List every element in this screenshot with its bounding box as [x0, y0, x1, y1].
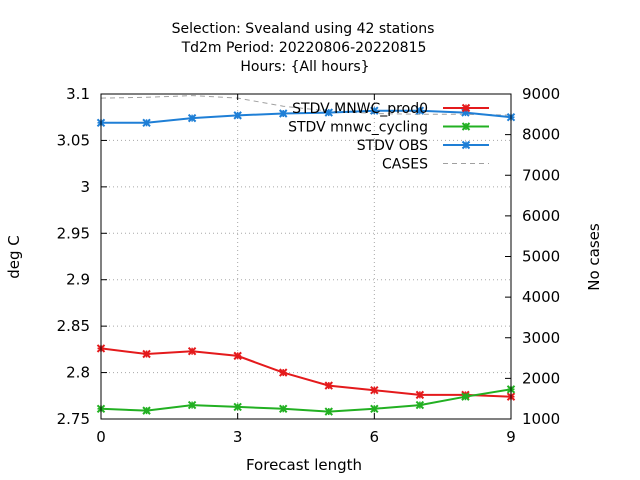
data-point: [324, 381, 333, 390]
data-point: [142, 406, 151, 415]
data-point: [187, 347, 197, 356]
x-tick-label: 3: [233, 428, 243, 446]
data-point: [187, 113, 197, 123]
y2-tick-label: 2000: [522, 369, 560, 387]
x-tick-label: 9: [506, 428, 516, 446]
x-tick-label: 6: [370, 428, 380, 446]
data-point: [370, 404, 379, 413]
y-tick-label: 2.8: [66, 364, 90, 382]
y2-tick-label: 7000: [522, 166, 560, 184]
data-point: [233, 402, 242, 412]
y-tick-label: 2.9: [66, 271, 90, 289]
legend-entry: STDV MNWC_prod0: [292, 101, 489, 117]
data-point: [370, 106, 379, 115]
ticks: 0 3 6 9 2.75 2.8 2.85 2.9 2.95 3 3.05 3.1 1000 2000 30…: [57, 85, 561, 446]
data-point: [187, 400, 197, 410]
data-point: [279, 368, 288, 377]
series-layer: [96, 95, 516, 416]
legend-entry: CASES: [382, 157, 489, 173]
data-point: [415, 400, 425, 410]
y2-tick-label: 8000: [522, 126, 560, 144]
data-point: [142, 349, 151, 359]
series-line: [101, 109, 512, 124]
y-axis-label: deg C: [5, 235, 23, 279]
x-axis-label: Forecast length: [246, 456, 362, 474]
y2-tick-label: 6000: [522, 207, 560, 225]
y2-tick-label: 4000: [522, 288, 560, 306]
data-point: [142, 118, 151, 127]
data-point: [461, 392, 470, 401]
grid: [101, 94, 511, 419]
legend-entry: STDV mnwc_cycling: [288, 120, 489, 136]
y2-tick-label: 9000: [522, 85, 560, 103]
chart-title: Selection: Svealand using 42 stations Td…: [172, 21, 435, 75]
y-tick-label: 2.95: [57, 224, 90, 242]
title-line-3: Hours: {All hours}: [240, 59, 369, 75]
y2-tick-label: 3000: [522, 329, 560, 347]
legend-entry: STDV OBS: [357, 138, 489, 154]
series-line: [100, 388, 512, 413]
y2-tick-label: 5000: [522, 248, 560, 266]
y-tick-label: 3.05: [57, 131, 90, 149]
legend-label: CASES: [382, 157, 428, 173]
data-point: [370, 386, 379, 395]
title-line-2: Td2m Period: 20220806-20220815: [181, 40, 427, 56]
data-point: [233, 111, 242, 120]
y2-tick-label: 1000: [522, 410, 560, 428]
y-tick-label: 2.75: [57, 410, 90, 428]
x-tick-label: 0: [96, 428, 106, 446]
plot-frame: [100, 93, 512, 420]
legend-label: STDV OBS: [357, 138, 428, 154]
series-line: [100, 95, 512, 116]
data-point: [324, 108, 333, 117]
series-2: [96, 106, 516, 127]
legend-label: STDV mnwc_cycling: [288, 120, 428, 136]
data-point: [415, 106, 425, 115]
y-tick-label: 2.85: [57, 317, 90, 335]
data-point: [324, 407, 333, 416]
legend: STDV MNWC_prod0 STDV mnwc_cycling STDV OBS…: [288, 101, 489, 173]
series-1: [96, 385, 516, 416]
legend-label: STDV MNWC_prod0: [292, 101, 428, 117]
series-3: [100, 95, 512, 116]
y-tick-label: 3: [80, 178, 90, 196]
series-line: [100, 347, 512, 398]
data-point: [279, 404, 288, 413]
y-tick-label: 3.1: [66, 85, 90, 103]
data-point: [279, 109, 288, 118]
data-point: [233, 351, 242, 361]
title-line-1: Selection: Svealand using 42 stations: [172, 21, 435, 37]
y2-axis-label: No cases: [585, 223, 603, 291]
data-point: [415, 390, 425, 400]
